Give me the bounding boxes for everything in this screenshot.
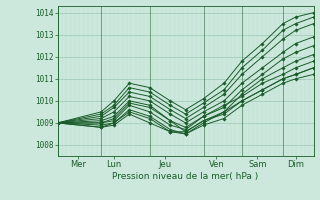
- X-axis label: Pression niveau de la mer( hPa ): Pression niveau de la mer( hPa ): [112, 172, 259, 181]
